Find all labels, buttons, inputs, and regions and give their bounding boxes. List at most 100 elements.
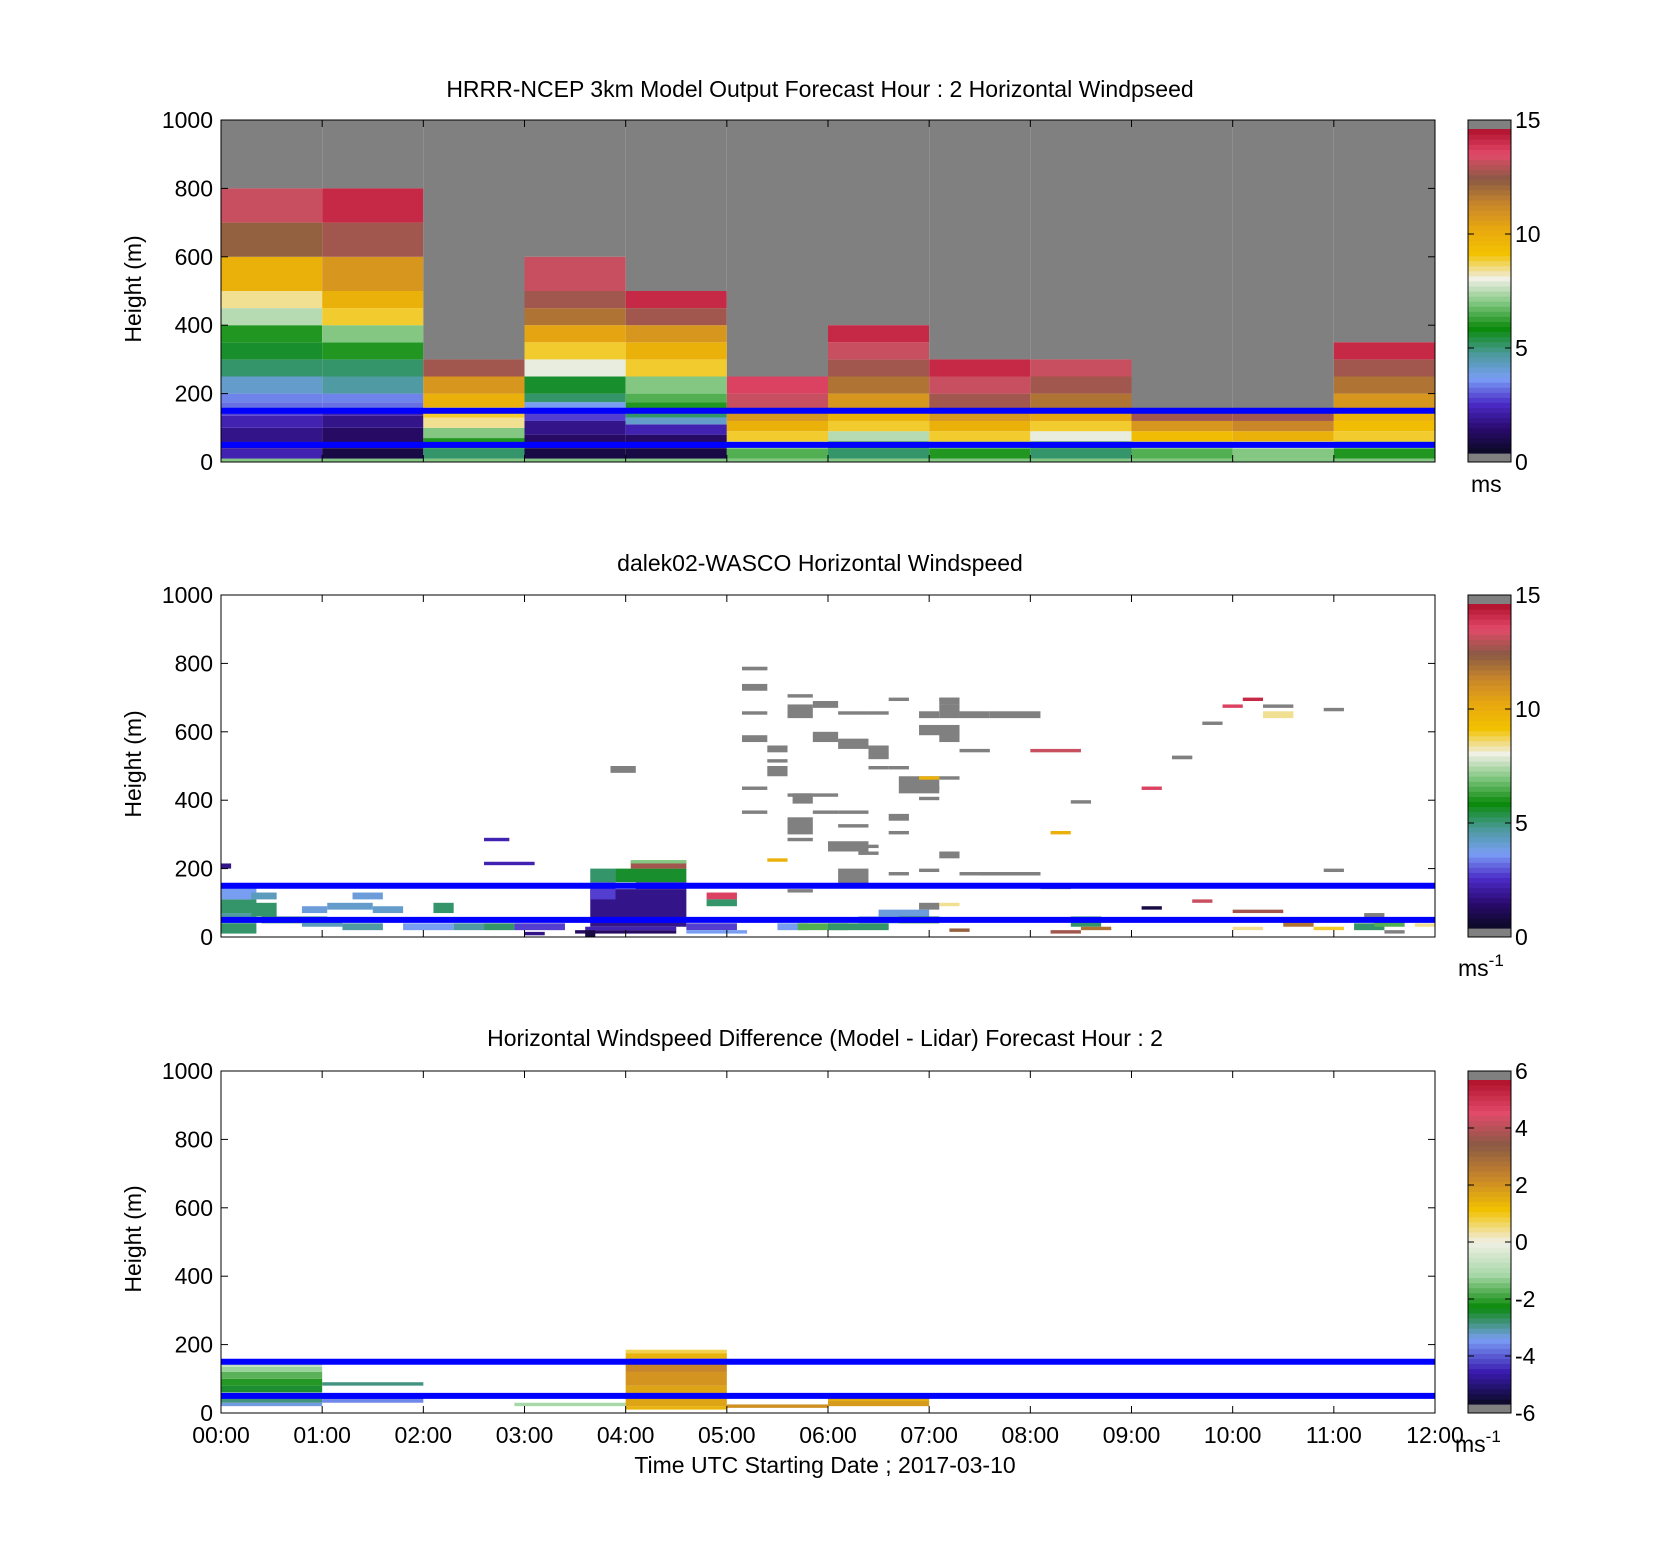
colorbar-swatch (1468, 766, 1511, 772)
colorbar-swatch (1468, 912, 1511, 919)
heatmap-cell (221, 188, 323, 223)
heatmap-cell (1141, 786, 1162, 790)
heatmap-cell (322, 415, 424, 428)
colorbar-swatch (1468, 1140, 1511, 1147)
colorbar-swatch (1468, 174, 1511, 181)
missing-cell (1263, 704, 1294, 708)
colorbar-swatch (1468, 614, 1511, 620)
heatmap-cell (423, 427, 525, 439)
colorbar-swatch (1468, 1323, 1511, 1329)
colorbar-swatch (1468, 437, 1511, 444)
colorbar-swatch (1468, 204, 1511, 211)
heatmap-cell (221, 325, 323, 343)
colorbar-swatch (1468, 720, 1511, 727)
missing-cell (625, 120, 727, 291)
x-tick-label: 10:00 (1204, 1422, 1262, 1448)
colorbar-swatch (1468, 1110, 1511, 1117)
difference-y-axis-label: Height (m) (120, 1185, 146, 1292)
missing-cell (959, 711, 990, 719)
heatmap-cell (524, 393, 626, 403)
heatmap-cell (828, 342, 930, 360)
heatmap-cell (615, 868, 687, 883)
colorbar-swatch (1468, 220, 1511, 226)
colorbar-swatch (1468, 852, 1511, 858)
colorbar-tick-label: 4 (1515, 1115, 1528, 1141)
y-tick-label: 200 (175, 1332, 213, 1358)
x-tick-label: 02:00 (395, 1422, 453, 1448)
colorbar-swatch (1468, 619, 1511, 625)
colorbar-swatch (1468, 872, 1511, 878)
heatmap-cell (686, 930, 748, 934)
colorbar-swatch (1468, 356, 1511, 363)
heatmap-cell (797, 923, 849, 931)
colorbar-swatch (1468, 629, 1511, 635)
heatmap-cell (524, 376, 626, 394)
colorbar-swatch (1468, 1226, 1511, 1233)
colorbar-swatch (1468, 1206, 1511, 1213)
colorbar-swatch (1468, 1221, 1511, 1228)
heatmap-cell (1050, 830, 1071, 835)
colorbar-tick-label: 0 (1515, 1229, 1528, 1255)
heatmap-cell (484, 861, 535, 866)
colorbar-swatch (1468, 402, 1511, 409)
colorbar-swatch (1468, 847, 1511, 853)
colorbar-swatch (1468, 695, 1511, 701)
missing-cell (979, 872, 1041, 876)
colorbar-swatch (1468, 225, 1511, 231)
heatmap-cell (322, 342, 424, 360)
missing-cell (838, 738, 869, 749)
heatmap-cell (630, 860, 687, 864)
colorbar-swatch (1468, 1090, 1511, 1096)
heatmap-cell (625, 417, 727, 425)
heatmap-cell (433, 902, 454, 914)
heatmap-cell (1232, 410, 1334, 421)
missing-cell (787, 889, 813, 893)
heatmap-cell (625, 325, 727, 343)
colorbar-tick-label: 15 (1515, 107, 1541, 133)
colorbar-swatch (1468, 1216, 1511, 1223)
colorbar-swatch (1468, 831, 1511, 838)
y-tick-label: 1000 (162, 1058, 213, 1084)
colorbar-swatch (1468, 760, 1511, 767)
y-tick-label: 400 (175, 312, 213, 338)
heatmap-cell (585, 926, 677, 931)
heatmap-cell (1030, 359, 1132, 377)
colorbar-swatch (1468, 867, 1511, 873)
colorbar-swatch (1468, 1317, 1511, 1324)
colorbar-swatch (1468, 331, 1511, 338)
colorbar-tick-label: -4 (1515, 1343, 1536, 1369)
colorbar-swatch (1468, 382, 1511, 388)
colorbar-swatch (1468, 710, 1511, 716)
heatmap-cell (221, 448, 323, 459)
heatmap-cell (221, 885, 257, 900)
colorbar-swatch (1468, 1196, 1511, 1203)
model-plot-area: 0 200 400 600 800 1000 (162, 107, 1436, 475)
colorbar-swatch (1468, 644, 1511, 651)
colorbar-swatch (1468, 1252, 1511, 1258)
model-y-axis-label: Height (m) (120, 235, 146, 342)
colorbar-swatch (1468, 1307, 1511, 1314)
colorbar-swatch (1468, 1145, 1511, 1152)
colorbar-swatch (1468, 730, 1511, 737)
heatmap-cell (322, 308, 424, 326)
y-tick-label: 0 (200, 1400, 213, 1426)
difference-plot-area: 00:00 01:00 02:00 03:00 04:00 05:00 06:00 07:00… (162, 1058, 1464, 1448)
colorbar-swatch (1468, 740, 1511, 747)
heatmap-cell (929, 431, 1031, 442)
lidar-y-axis-label: Height (m) (120, 710, 146, 817)
colorbar-swatch (1468, 422, 1511, 429)
colorbar-swatch (1468, 164, 1511, 171)
y-tick-label: 1000 (162, 582, 213, 608)
colorbar-swatch (1468, 1085, 1511, 1091)
colorbar-swatch (1468, 301, 1511, 307)
heatmap-cell (625, 1353, 727, 1359)
missing-cell (1070, 800, 1092, 804)
missing-cell (959, 872, 990, 876)
heatmap-cell (221, 1378, 323, 1386)
heatmap-cell (828, 923, 889, 931)
missing-cell (1232, 120, 1334, 411)
colorbar-swatch (1468, 285, 1511, 292)
colorbar-swatch (1468, 366, 1511, 373)
heatmap-cell (1333, 393, 1435, 411)
